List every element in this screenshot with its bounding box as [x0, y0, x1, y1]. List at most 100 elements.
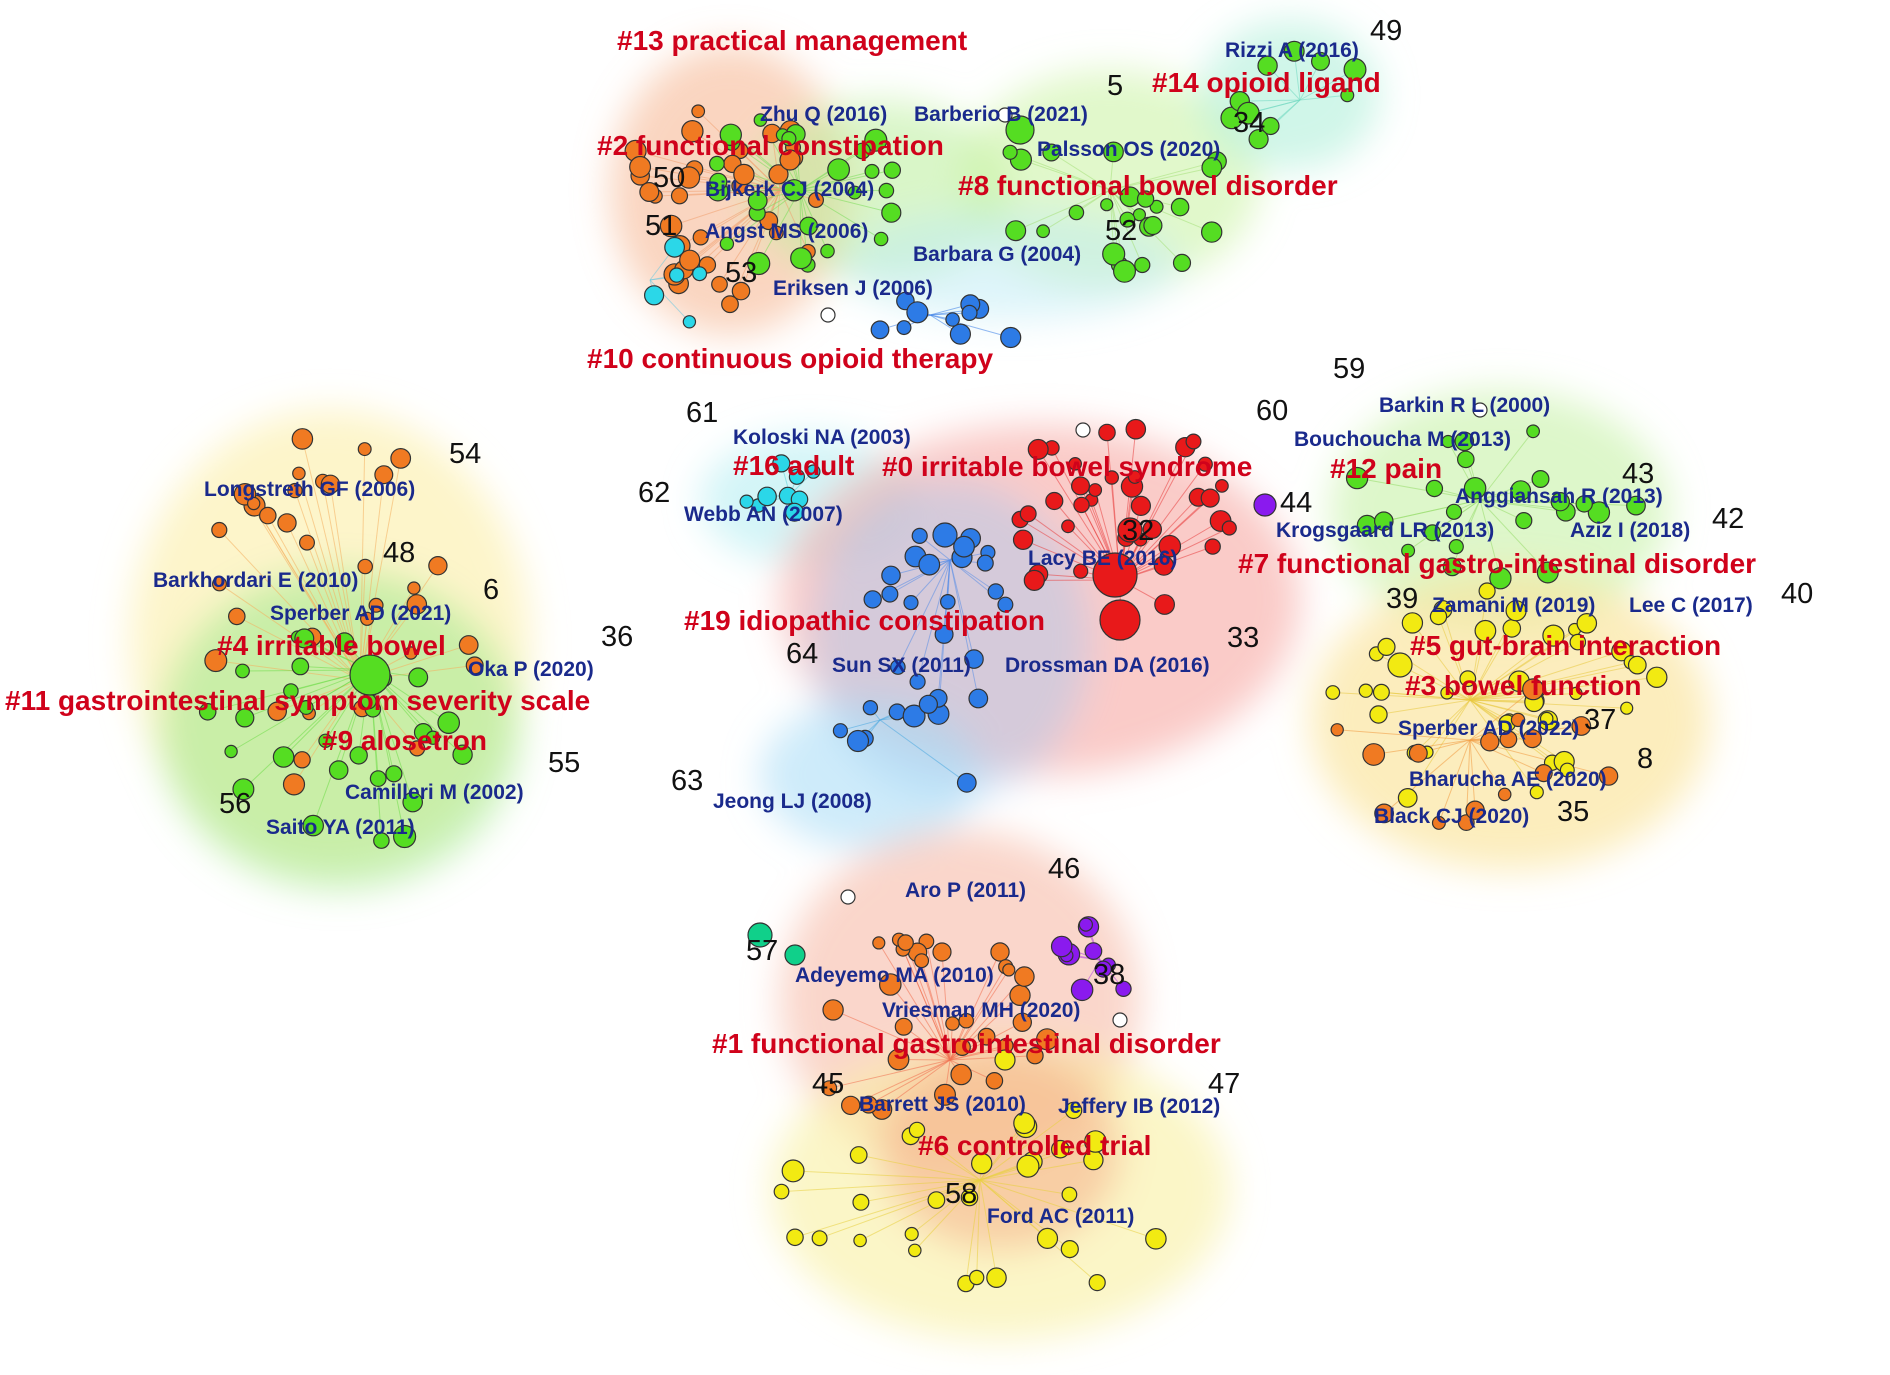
reference-node: [390, 448, 412, 469]
num-label: 51: [645, 210, 677, 242]
reference-node: [1185, 433, 1202, 450]
reference-node: [1539, 711, 1554, 726]
reference-node: [1102, 242, 1126, 266]
reference-node: [881, 565, 901, 586]
num-label: 5: [1107, 70, 1123, 102]
reference-node: [953, 1038, 971, 1057]
reference-node: [1014, 966, 1035, 987]
reference-node: [932, 942, 952, 962]
citation-link: [322, 481, 361, 681]
reference-node: [854, 142, 871, 160]
citation-link: [794, 1179, 981, 1238]
reference-node: [719, 123, 743, 147]
reference-node: [739, 494, 754, 509]
reference-node: [873, 231, 889, 247]
reference-node: [1445, 503, 1463, 520]
citation-link: [881, 1059, 951, 1110]
reference-node: [1200, 221, 1223, 243]
reference-node: [1369, 705, 1388, 724]
citation-link: [1469, 628, 1513, 701]
reference-node: [907, 1243, 922, 1258]
reference-node: [1035, 1028, 1059, 1051]
reference-node: [1559, 762, 1575, 778]
reference-node: [1397, 788, 1418, 808]
reference-node: [408, 667, 429, 688]
reference-node: [1036, 224, 1050, 239]
reference-node: [1480, 732, 1500, 752]
reference-node: [747, 190, 768, 211]
reference-node: [1343, 57, 1367, 81]
ref-label-bharucha: Bharucha AE (2020): [1409, 768, 1607, 791]
reference-node: [1016, 1154, 1040, 1178]
citation-link: [1051, 152, 1111, 191]
reference-node: [1200, 488, 1220, 508]
hub-node: [1253, 493, 1277, 517]
reference-node: [298, 699, 314, 715]
citation-link: [949, 559, 975, 660]
reference-node: [753, 113, 768, 127]
reference-node: [409, 740, 426, 757]
num-label: 42: [1712, 503, 1744, 535]
reference-node: [709, 172, 728, 191]
reference-node: [1088, 483, 1103, 497]
citation-link: [781, 1179, 981, 1193]
citation-link: [312, 669, 371, 826]
reference-node: [820, 307, 836, 323]
reference-node: [914, 953, 930, 969]
reference-node: [881, 202, 902, 223]
reference-node: [294, 628, 315, 649]
citation-link: [779, 189, 809, 252]
reference-node: [406, 594, 428, 615]
reference-node: [437, 711, 460, 734]
reference-node: [692, 266, 708, 282]
citation-link: [359, 474, 385, 681]
reference-node: [1499, 730, 1518, 749]
hub-node: [1092, 552, 1138, 598]
num-label: 62: [638, 477, 670, 509]
reference-node: [909, 673, 926, 690]
reference-node: [1068, 204, 1085, 221]
citation-link: [1357, 477, 1481, 501]
reference-node: [784, 502, 804, 522]
citation-link: [819, 1179, 981, 1239]
ref-label-krogsgaard: Krogsgaard LR (2013): [1276, 519, 1494, 542]
citation-link: [267, 515, 361, 681]
reference-node: [1261, 116, 1280, 136]
reference-node: [1431, 815, 1446, 830]
reference-node: [277, 513, 297, 533]
reference-node: [235, 708, 255, 728]
citation-link: [921, 960, 951, 1061]
citation-link: [889, 984, 951, 1061]
reference-node: [373, 832, 390, 849]
halo-practical-management: [610, 45, 850, 335]
reference-node: [918, 694, 939, 714]
reference-node: [1100, 198, 1114, 212]
reference-node: [1013, 1112, 1036, 1135]
ref-label-lacy: Lacy BE (2016): [1028, 547, 1177, 570]
citation-link: [916, 1129, 981, 1181]
citation-link: [979, 1109, 1074, 1181]
reference-node: [1489, 567, 1512, 590]
reference-node: [682, 315, 697, 329]
reference-node: [852, 1193, 870, 1211]
reference-node: [1340, 88, 1355, 103]
reference-node: [1463, 476, 1487, 500]
citation-link: [707, 189, 781, 266]
citation-link: [949, 1038, 1048, 1061]
cluster-labels: #13 practical management #14 opioid liga…: [5, 25, 1756, 1161]
reference-node: [1474, 619, 1497, 642]
citation-link: [976, 1179, 981, 1278]
num-label: 43: [1622, 458, 1654, 490]
num-label: 6: [483, 574, 499, 606]
reference-node: [888, 703, 906, 721]
reference-node: [847, 185, 862, 200]
reference-node: [1002, 963, 1016, 977]
ref-label-zhu: Zhu Q (2016): [760, 103, 887, 126]
reference-node: [1061, 1186, 1078, 1203]
reference-node: [1103, 141, 1124, 163]
reference-node: [1084, 1130, 1107, 1153]
reference-node: [1170, 197, 1190, 217]
citation-link: [1469, 739, 1476, 811]
reference-node: [964, 649, 984, 669]
reference-node: [681, 119, 704, 143]
